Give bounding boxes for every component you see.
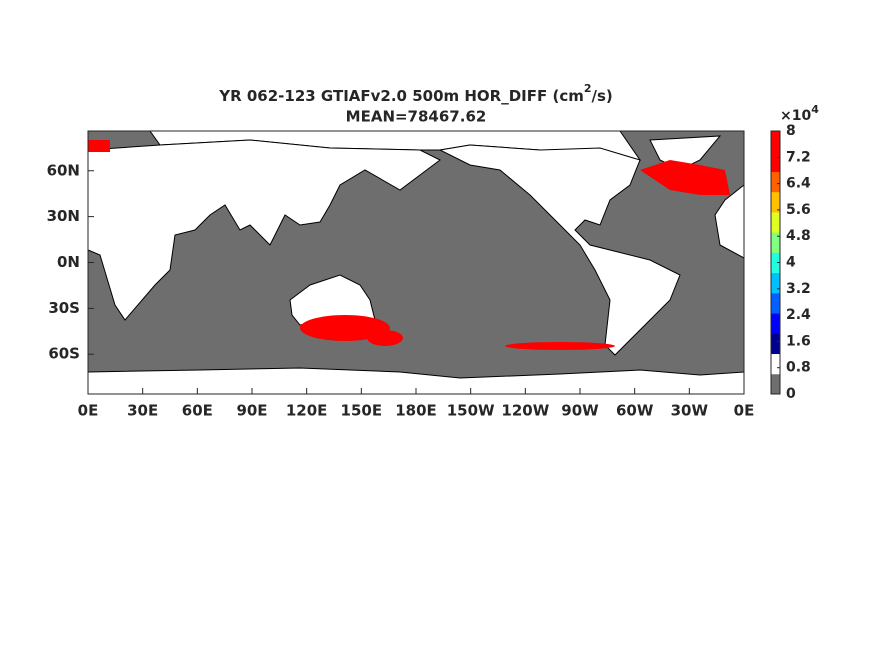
colorbar-tick-label: 4 [786,255,796,271]
colorbar-swatch [771,292,780,314]
colorbar-tick-label: 6.4 [786,176,811,192]
title-after: /s) [592,87,613,105]
colorbar-swatch [771,353,780,375]
colorbar-swatch [771,151,780,172]
x-tick-label: 30E [127,402,158,420]
colorbar: ×104 00.81.62.43.244.85.66.47.28 [770,103,819,402]
colorbar-swatch [771,171,780,193]
exponent-power: 4 [811,103,819,116]
colorbar-swatch [771,232,780,253]
x-tick-label: 120W [501,402,549,420]
colorbar-swatch [771,131,780,152]
x-tick-label: 150W [447,402,495,420]
map-area [87,130,745,395]
y-tick-label: 0N [57,253,80,271]
colorbar-exponent: ×104 [780,103,819,124]
chart-subtitle: MEAN=78467.62 [346,108,487,126]
x-tick-label: 0E [734,402,755,420]
x-tick-label: 180E [395,402,437,420]
colorbar-tick-label: 3.2 [786,281,811,297]
colorbar-tick-label: 5.6 [786,202,811,218]
x-tick-label: 60W [616,402,654,420]
colorbar-tick-label: 2.4 [786,307,811,323]
colorbar-swatch [771,272,780,294]
x-tick-label: 90E [236,402,267,420]
colorbar-swatch [771,313,780,334]
x-tick-label: 0E [78,402,99,420]
colorbar-swatch [771,333,780,355]
title-text: YR 062-123 GTIAFv2.0 500m HOR_DIFF (cm [218,87,584,105]
x-tick-label: 120E [286,402,328,420]
colorbar-swatch [771,373,780,395]
y-tick-label: 30N [47,207,80,225]
x-tick-label: 30W [671,402,709,420]
colorbar-tick-label: 8 [786,123,796,139]
x-tick-label: 90W [561,402,599,420]
high-diffusivity [88,140,730,350]
colorbar-tick-label: 1.6 [786,333,811,349]
colorbar-tick-label: 0 [786,386,796,402]
colorbar-swatch [771,211,780,233]
x-tick-label: 60E [182,402,213,420]
exponent-base: ×10 [780,108,811,124]
colorbar-swatch [771,252,780,274]
x-tick-label: 150E [341,402,383,420]
y-tick-label: 60N [47,161,80,179]
colorbar-tick-label: 4.8 [786,228,811,244]
colorbar-swatch [771,191,780,213]
chart-title: YR 062-123 GTIAFv2.0 500m HOR_DIFF (cm2/… [218,82,613,105]
title-sup: 2 [584,82,592,95]
y-tick-label: 60S [48,345,80,363]
y-tick-label: 30S [48,299,80,317]
colorbar-tick-label: 0.8 [786,360,811,376]
land [87,130,745,395]
colorbar-tick-label: 7.2 [786,149,811,165]
